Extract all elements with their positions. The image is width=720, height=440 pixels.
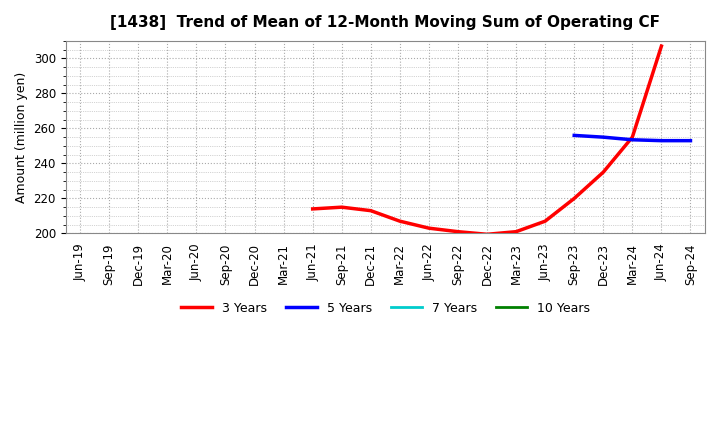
Y-axis label: Amount (million yen): Amount (million yen) (15, 72, 28, 203)
Legend: 3 Years, 5 Years, 7 Years, 10 Years: 3 Years, 5 Years, 7 Years, 10 Years (176, 297, 595, 319)
Title: [1438]  Trend of Mean of 12-Month Moving Sum of Operating CF: [1438] Trend of Mean of 12-Month Moving … (110, 15, 660, 30)
